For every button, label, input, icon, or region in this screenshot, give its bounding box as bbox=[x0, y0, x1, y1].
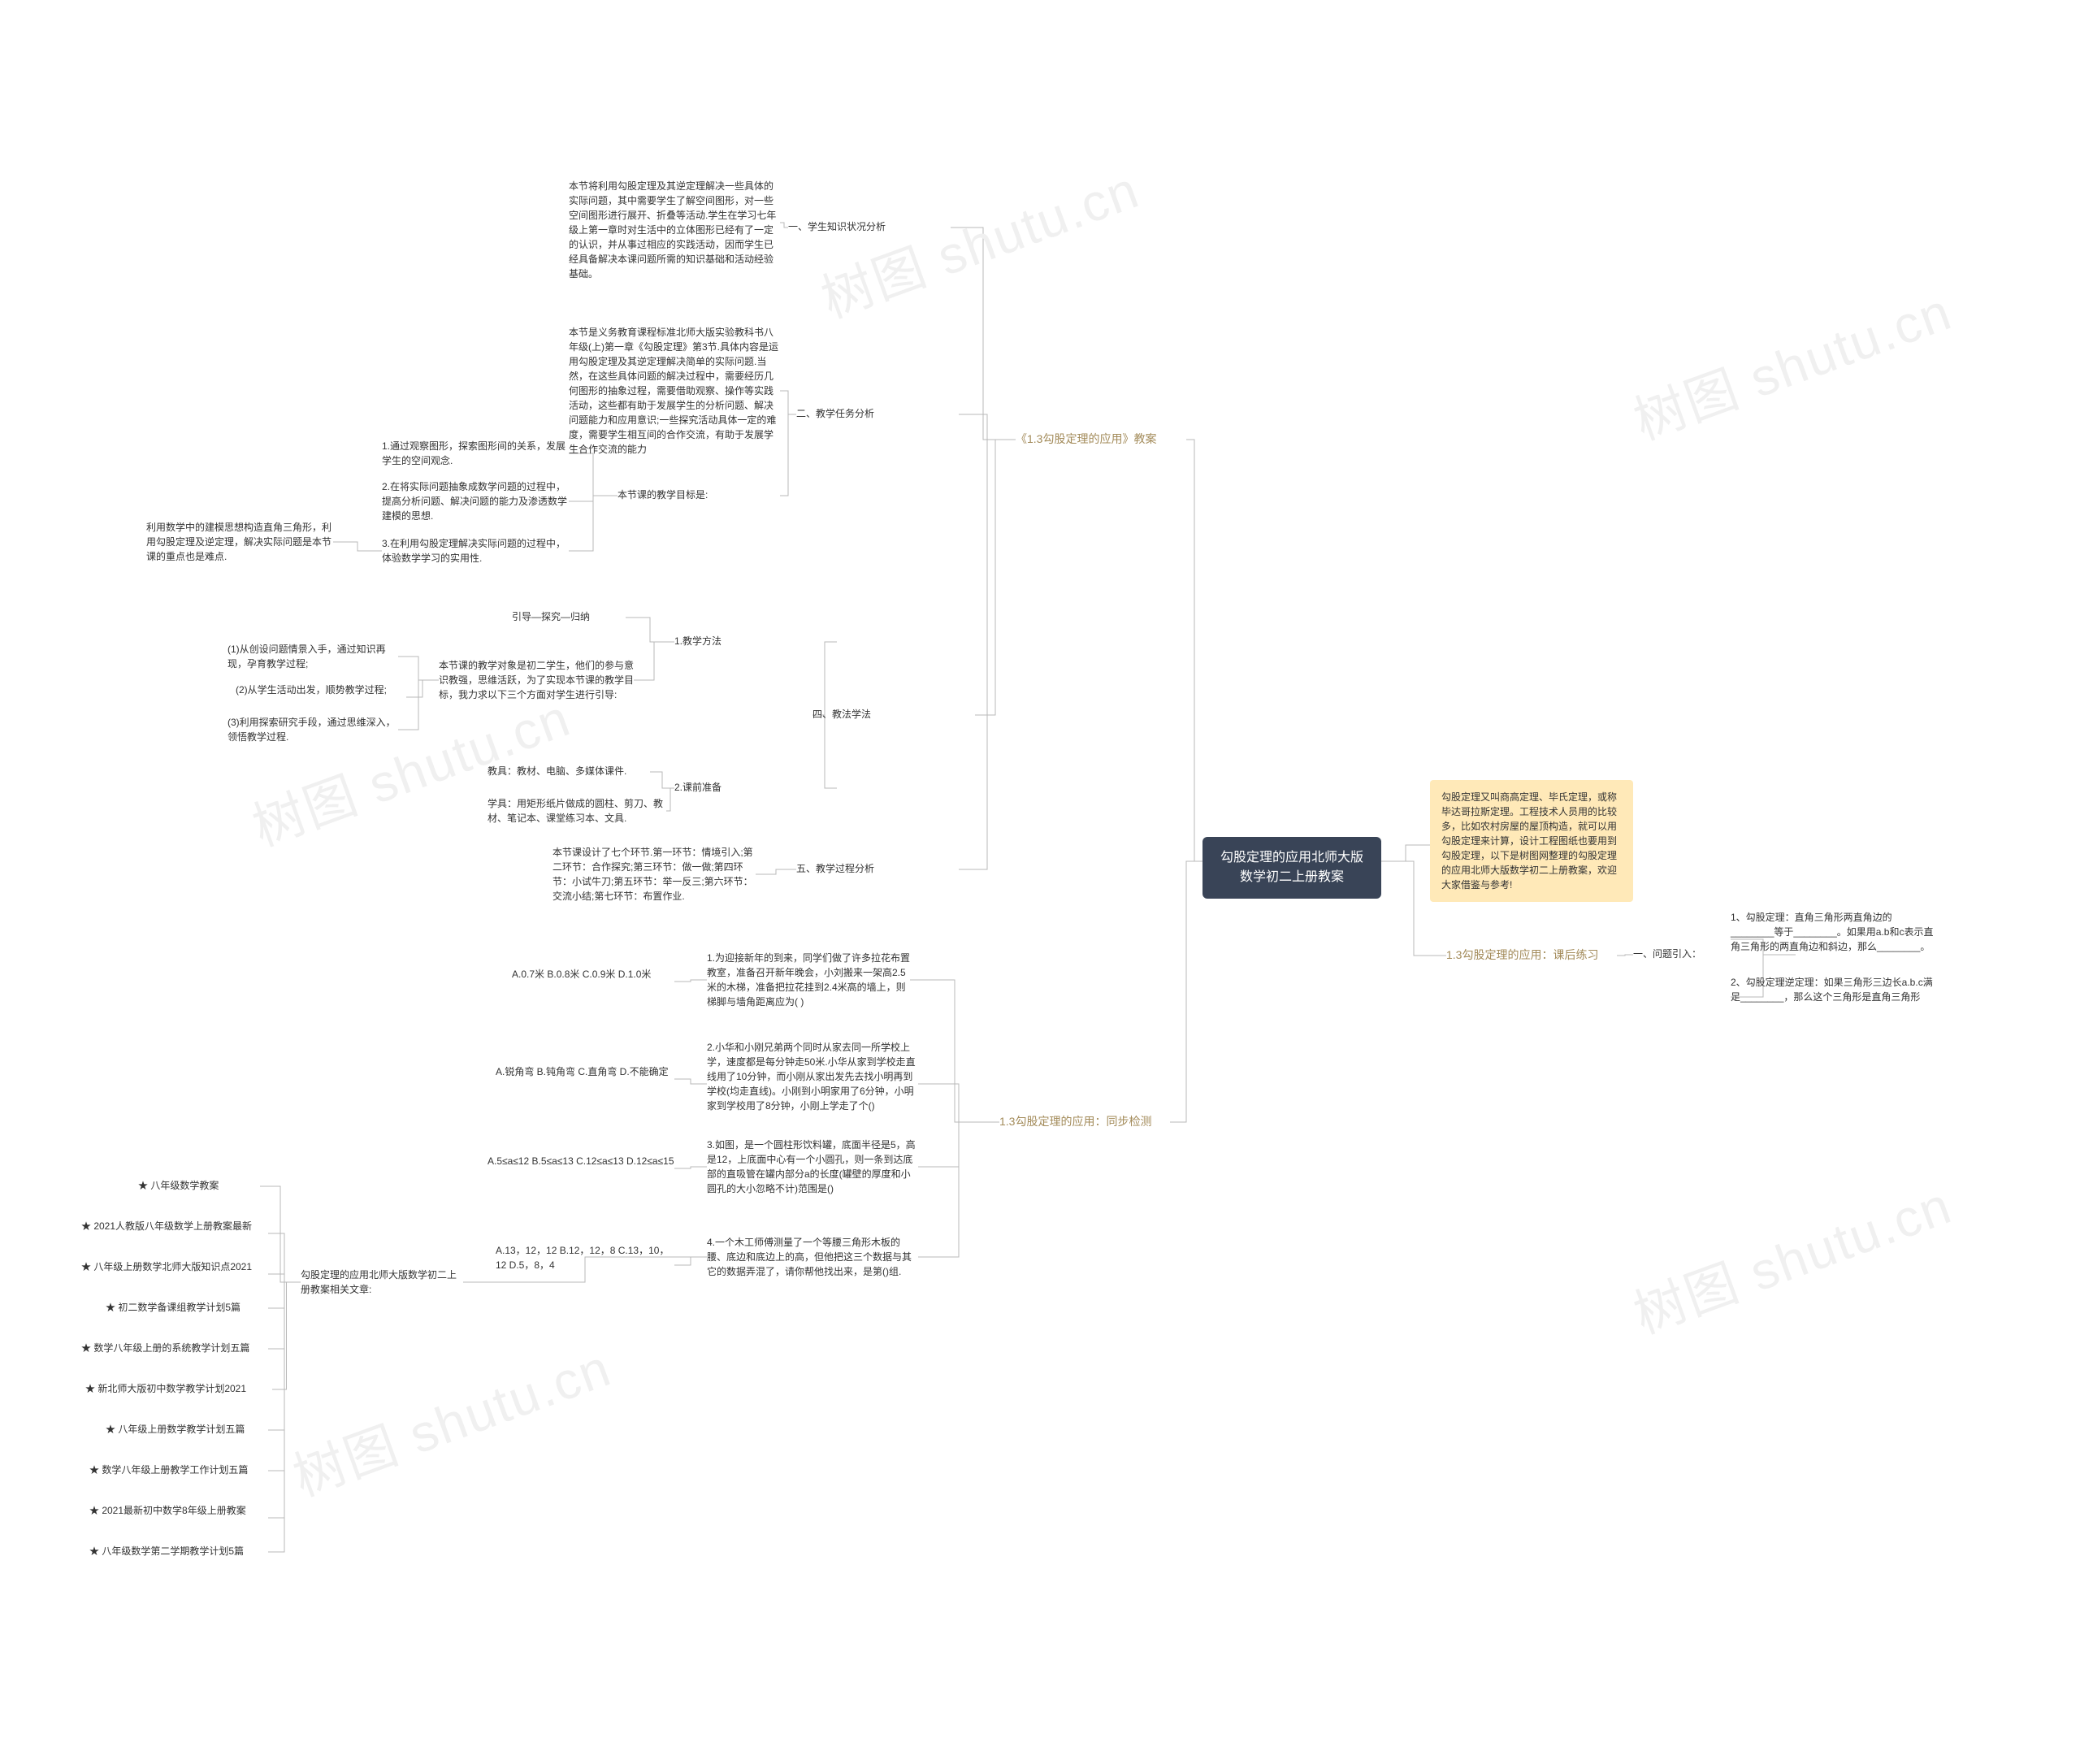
connector-layer bbox=[0, 0, 2080, 1764]
mindmap-node: 2.课前准备 bbox=[674, 780, 837, 795]
mindmap-node: 1.为迎接新年的到来，同学们做了许多拉花布置教室，准备召开新年晚会，小刘搬来一架… bbox=[707, 951, 910, 1009]
mindmap-node: ★ 八年级上册数学教学计划五篇 bbox=[106, 1422, 268, 1437]
root-node: 勾股定理的应用北师大版数学初二上册教案 bbox=[1202, 837, 1381, 899]
mindmap-node: 学具：用矩形纸片做成的圆柱、剪刀、教材、笔记本、课堂练习本、文具. bbox=[488, 796, 666, 826]
mindmap-node: 2.在将实际问题抽象成数学问题的过程中，提高分析问题、解决问题的能力及渗透数学建… bbox=[382, 479, 569, 523]
mindmap-node: (3)利用探索研究手段，通过思维深入，领悟教学过程. bbox=[228, 715, 398, 744]
mindmap-node: 本节课的教学目标是: bbox=[618, 488, 780, 502]
mindmap-node: 《1.3勾股定理的应用》教案 bbox=[1016, 431, 1186, 448]
mindmap-node: ★ 新北师大版初中数学教学计划2021 bbox=[85, 1381, 272, 1396]
mindmap-node: ★ 八年级数学教案 bbox=[138, 1178, 260, 1193]
mindmap-node: 一、学生知识状况分析 bbox=[788, 219, 951, 234]
mindmap-node: 1、勾股定理：直角三角形两直角边的________等于________。如果用a… bbox=[1731, 910, 1934, 954]
mindmap-node: 教具：教材、电脑、多媒体课件. bbox=[488, 764, 650, 778]
mindmap-node: 3.如图，是一个圆柱形饮料罐，底面半径是5，高是12，上底面中心有一个小圆孔，则… bbox=[707, 1138, 918, 1196]
mindmap-node: ★ 八年级上册数学北师大版知识点2021 bbox=[81, 1259, 268, 1274]
mindmap-node: 本节课的教学对象是初二学生，他们的参与意识教强，思维活跃，为了实现本节课的教学目… bbox=[439, 658, 634, 702]
mindmap-node: A.5≤a≤12 B.5≤a≤13 C.12≤a≤13 D.12≤a≤15 bbox=[488, 1154, 674, 1168]
mindmap-node: 1.通过观察图形，探索图形间的关系，发展学生的空间观念. bbox=[382, 439, 569, 468]
mindmap-node: 3.在利用勾股定理解决实际问题的过程中，体验数学学习的实用性. bbox=[382, 536, 569, 566]
mindmap-node: ★ 数学八年级上册教学工作计划五篇 bbox=[89, 1463, 268, 1477]
mindmap-node: 1.教学方法 bbox=[674, 634, 837, 648]
mindmap-node: ★ 数学八年级上册的系统教学计划五篇 bbox=[81, 1341, 268, 1355]
mindmap-node: A.0.7米 B.0.8米 C.0.9米 D.1.0米 bbox=[512, 967, 674, 982]
intro-box: 勾股定理又叫商高定理、毕氏定理，或称毕达哥拉斯定理。工程技术人员用的比较多，比如… bbox=[1430, 780, 1633, 902]
mindmap-node: 1.3勾股定理的应用：同步检测 bbox=[999, 1113, 1170, 1130]
mindmap-node: A.锐角弯 B.钝角弯 C.直角弯 D.不能确定 bbox=[496, 1064, 674, 1079]
mindmap-node: ★ 八年级数学第二学期教学计划5篇 bbox=[89, 1544, 268, 1558]
mindmap-node: ★ 2021人教版八年级数学上册教案最新 bbox=[81, 1219, 268, 1233]
mindmap-node: 本节是义务教育课程标准北师大版实验教科书八年级(上)第一章《勾股定理》第3节.具… bbox=[569, 325, 780, 457]
mindmap-node: 勾股定理的应用北师大版数学初二上册教案相关文章: bbox=[301, 1268, 463, 1297]
mindmap-node: 利用数学中的建模思想构造直角三角形，利用勾股定理及逆定理，解决实际问题是本节课的… bbox=[146, 520, 333, 564]
mindmap-node: 2、勾股定理逆定理：如果三角形三边长a.b.c满足________，那么这个三角… bbox=[1731, 975, 1934, 1004]
mindmap-node: 本节课设计了七个环节.第一环节：情境引入;第二环节：合作探究;第三环节：做一做;… bbox=[552, 845, 756, 904]
mindmap-node: (1)从创设问题情景入手，通过知识再现，孕育教学过程; bbox=[228, 642, 398, 671]
mindmap-node: (2)从学生活动出发，顺势教学过程; bbox=[236, 683, 406, 697]
mindmap-node: 1.3勾股定理的应用：课后练习 bbox=[1446, 947, 1617, 964]
mindmap-node: 本节将利用勾股定理及其逆定理解决一些具体的实际问题，其中需要学生了解空间图形，对… bbox=[569, 179, 780, 281]
mindmap-node: 引导—探究—归纳 bbox=[512, 609, 626, 624]
mindmap-node: ★ 2021最新初中数学8年级上册教案 bbox=[89, 1503, 268, 1518]
mindmap-node: 二、教学任务分析 bbox=[796, 406, 959, 421]
mindmap-node: 2.小华和小刚兄弟两个同时从家去同一所学校上学，速度都是每分钟走50米.小华从家… bbox=[707, 1040, 918, 1113]
mindmap-node: 四、教法学法 bbox=[812, 707, 975, 722]
mindmap-node: 4.一个木工师傅测量了一个等腰三角形木板的腰、底边和底边上的高，但他把这三个数据… bbox=[707, 1235, 918, 1279]
mindmap-node: 五、教学过程分析 bbox=[796, 861, 959, 876]
mindmap-node: ★ 初二数学备课组教学计划5篇 bbox=[106, 1300, 268, 1315]
mindmap-node: A.13，12，12 B.12，12，8 C.13，10，12 D.5，8，4 bbox=[496, 1243, 674, 1272]
